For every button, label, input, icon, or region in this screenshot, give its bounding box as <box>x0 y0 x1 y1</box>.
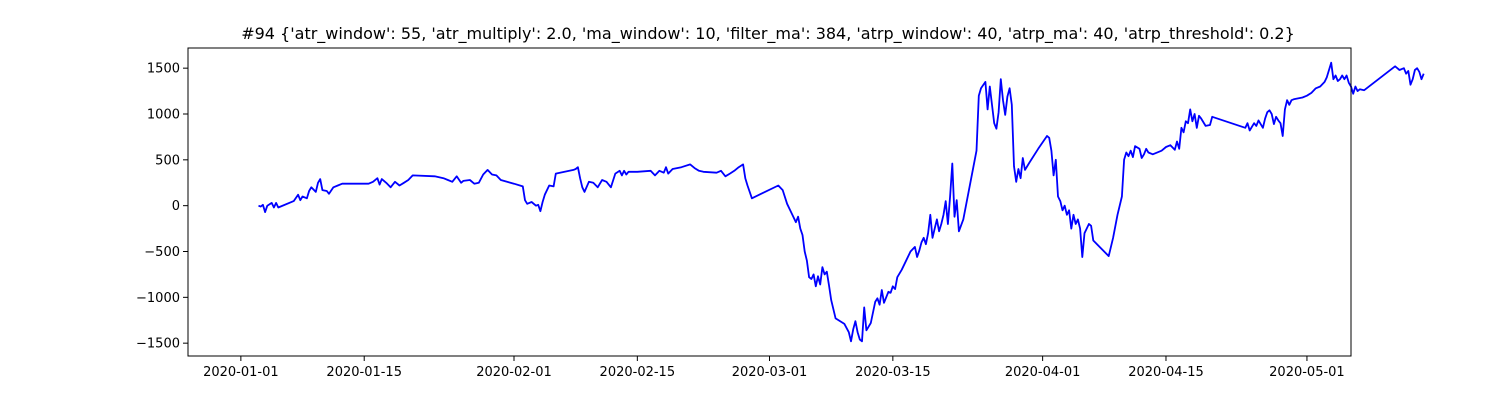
x-tick-label: 2020-05-01 <box>1269 365 1345 380</box>
y-axis: −1500 −1000 −500 0 500 1000 1500 <box>136 62 188 352</box>
x-tick-label: 2020-04-15 <box>1128 365 1204 380</box>
x-tick-label: 2020-02-01 <box>476 365 552 380</box>
x-tick-label: 2020-03-01 <box>732 365 808 380</box>
plot-frame <box>187 47 1352 357</box>
x-tick-label: 2020-02-15 <box>600 365 676 380</box>
y-tick-label: −1000 <box>136 291 180 306</box>
y-tick-label: 0 <box>172 199 180 214</box>
x-tick-label: 2020-04-01 <box>1005 365 1081 380</box>
y-tick-label: −1500 <box>136 337 180 352</box>
x-tick-label: 2020-01-01 <box>203 365 279 380</box>
series-line <box>258 61 1425 343</box>
y-tick-label: 1500 <box>147 62 180 77</box>
x-tick-label: 2020-03-15 <box>855 365 931 380</box>
chart-title: #94 {'atr_window': 55, 'atr_multiply': 2… <box>241 24 1295 44</box>
y-tick-label: 500 <box>155 153 180 168</box>
x-axis: 2020-01-01 2020-01-15 2020-02-01 2020-02-15… <box>203 356 1345 380</box>
y-tick-label: −500 <box>144 245 180 260</box>
y-tick-label: 1000 <box>147 108 180 123</box>
x-tick-label: 2020-01-15 <box>326 365 402 380</box>
